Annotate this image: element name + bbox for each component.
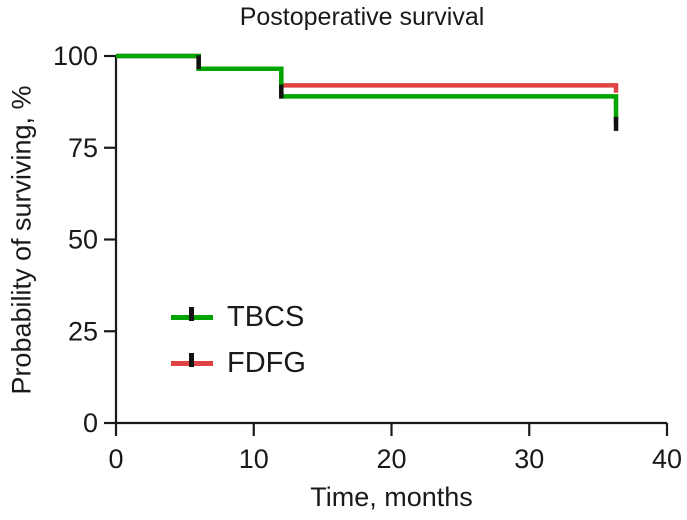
x-tick-label: 30 (514, 444, 544, 474)
y-tick-label: 75 (68, 133, 98, 163)
legend: TBCS FDFG (171, 300, 306, 392)
legend-label-tbcs: TBCS (227, 300, 305, 333)
legend-item-fdfg: FDFG (171, 346, 306, 380)
x-axis-label: Time, months (310, 482, 473, 512)
censor-mark (279, 84, 284, 99)
x-tick-label: 40 (652, 444, 682, 474)
curve-tbcs (116, 53, 619, 123)
censor-mark (196, 55, 201, 70)
y-tick-label: 50 (68, 225, 98, 255)
tbcs-line-swatch (171, 306, 213, 321)
censor-tick-icon (189, 306, 194, 321)
censor-mark (613, 116, 619, 131)
x-tick-label: 20 (376, 444, 406, 474)
legend-label-fdfg: FDFG (227, 346, 306, 379)
fdfg-line-swatch (171, 352, 213, 367)
y-tick-label: 25 (68, 316, 98, 346)
y-tick-label: 100 (53, 41, 98, 71)
legend-item-tbcs: TBCS (171, 300, 306, 334)
censor-tick-icon (189, 352, 194, 367)
y-tick-label: 0 (83, 408, 98, 438)
x-tick-label: 10 (239, 444, 269, 474)
curve-fdfg (116, 53, 619, 93)
chart-title: Postoperative survival (239, 3, 485, 31)
x-tick-label: 0 (108, 444, 123, 474)
